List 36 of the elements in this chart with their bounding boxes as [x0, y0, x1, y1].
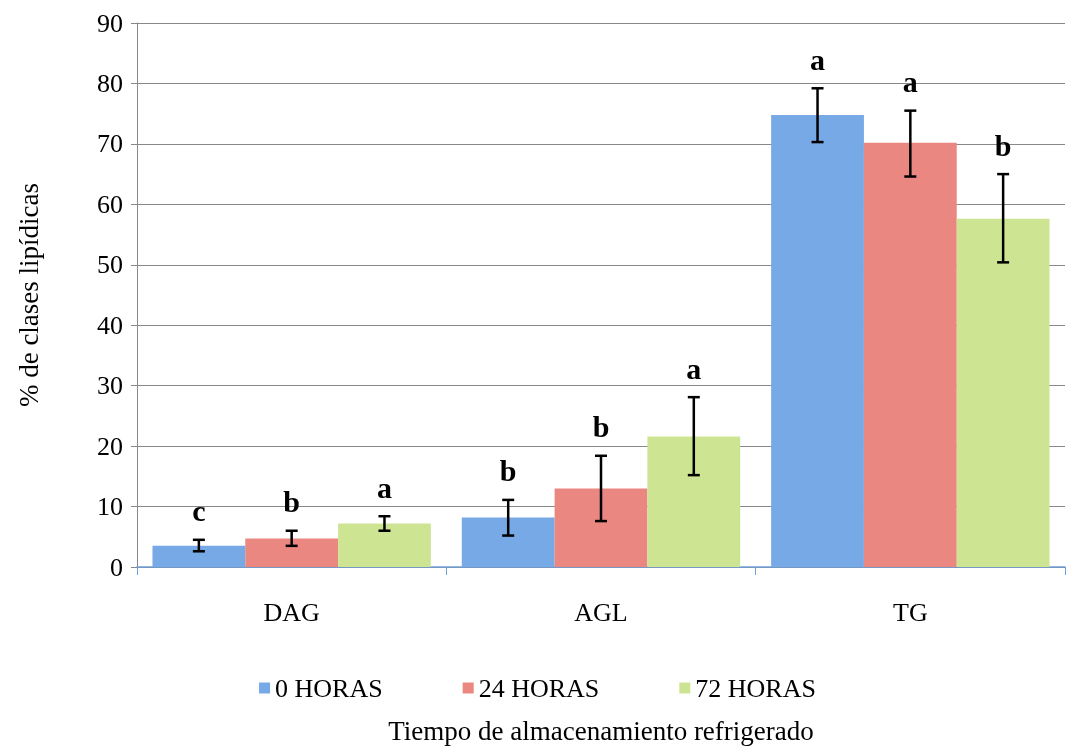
x-tick-label: TG	[893, 597, 928, 627]
data-label: a	[686, 351, 702, 385]
bar	[461, 517, 555, 567]
x-tick-label: AGL	[574, 597, 628, 627]
data-label: b	[994, 128, 1012, 162]
bar	[647, 436, 741, 567]
bar	[152, 545, 246, 567]
y-tick-label: 20	[97, 431, 123, 461]
y-tick-label: 50	[97, 250, 123, 280]
bar	[956, 218, 1050, 567]
y-tick-label: 40	[97, 310, 123, 340]
data-label: a	[376, 470, 392, 504]
data-label: a	[810, 42, 826, 76]
data-label: b	[283, 485, 301, 519]
y-tick-label: 10	[97, 492, 123, 522]
legend-label: 24 HORAS	[478, 673, 600, 703]
legend-label: 72 HORAS	[695, 673, 816, 703]
y-tick-label: 80	[97, 68, 123, 98]
data-label: b	[499, 454, 517, 488]
bar	[771, 114, 864, 567]
y-tick-label: 70	[97, 129, 123, 159]
y-tick-label: 0	[110, 552, 123, 582]
data-label: c	[192, 494, 206, 528]
y-tick-label: 90	[97, 8, 123, 38]
data-label: a	[902, 65, 918, 99]
data-label: b	[592, 410, 610, 444]
y-tick-label: 60	[97, 189, 123, 219]
y-axis-title: % de clases lipídicas	[13, 182, 44, 408]
x-tick-label: DAG	[263, 597, 320, 627]
bar	[554, 488, 648, 567]
bar	[245, 538, 339, 567]
bar	[338, 523, 431, 567]
legend-label: 0 HORAS	[275, 673, 383, 703]
x-axis-title: Tiempo de almacenamiento refrigerado	[388, 715, 814, 746]
bar	[863, 142, 957, 567]
y-tick-label: 30	[97, 371, 123, 401]
